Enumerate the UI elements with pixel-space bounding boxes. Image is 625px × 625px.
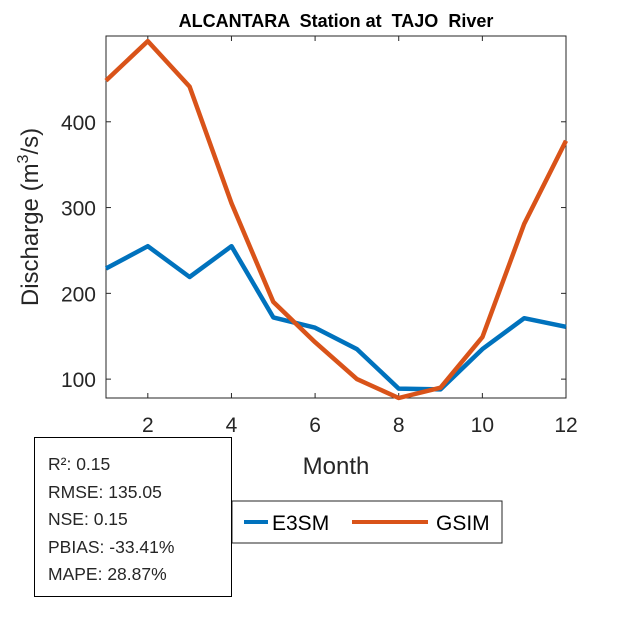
metric-mape: MAPE: 28.87% <box>48 564 167 585</box>
series-line-gsim <box>104 38 569 401</box>
y-axis-label-superscript: 3 <box>15 154 32 163</box>
x-tick-label-8: 8 <box>393 414 405 437</box>
metric-nse: NSE: 0.15 <box>48 509 128 530</box>
metrics-box: R²: 0.15 RMSE: 135.05 NSE: 0.15 PBIAS: -… <box>34 437 232 597</box>
y-axis-label: Discharge (m3/s) <box>15 128 44 306</box>
y-tick-label-300: 300 <box>61 198 96 221</box>
chart-title: ALCANTARA Station at TAJO River <box>179 11 494 31</box>
x-tick-label-12: 12 <box>554 414 577 437</box>
series-lines <box>104 38 569 401</box>
y-axis-label-unit: /s) <box>17 128 44 155</box>
legend: E3SM GSIM <box>231 500 503 544</box>
y-axis-label-main: Discharge (m <box>17 163 44 306</box>
legend-label-gsim: GSIM <box>436 512 490 535</box>
y-tick-label-400: 400 <box>61 112 96 135</box>
plot-area-frame <box>105 35 567 399</box>
metric-r2: R²: 0.15 <box>48 454 111 474</box>
x-axis-ticks: 2 4 6 8 10 12 <box>142 36 578 437</box>
y-tick-label-200: 200 <box>61 283 96 306</box>
x-tick-label-10: 10 <box>471 414 494 437</box>
y-axis-ticks: 100 200 300 400 <box>61 112 566 392</box>
x-tick-label-6: 6 <box>309 414 321 437</box>
y-tick-label-100: 100 <box>61 369 96 392</box>
series-line-e3sm <box>104 243 567 392</box>
x-axis-label: Month <box>303 453 370 480</box>
x-tick-label-2: 2 <box>142 414 154 437</box>
metric-pbias: PBIAS: -33.41% <box>48 536 175 557</box>
x-tick-label-4: 4 <box>226 414 238 437</box>
legend-label-e3sm: E3SM <box>272 512 329 535</box>
metric-rmse: RMSE: 135.05 <box>48 481 162 502</box>
